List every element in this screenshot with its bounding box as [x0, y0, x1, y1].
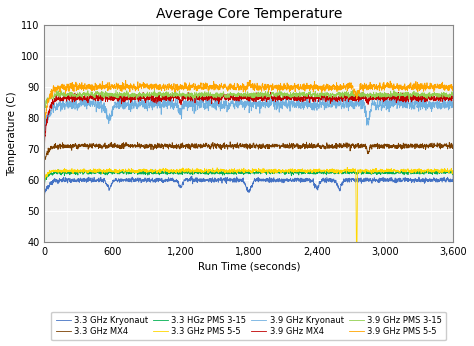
- 3.9 GHz PMS 3-15: [169, 93, 174, 98]
- 3.3 HGz PMS 3-15: [215, 167, 221, 171]
- 3.9 GHz PMS 5-5: [357, 82, 363, 86]
- 3.3 GHz MX4: [228, 140, 233, 144]
- 3.3 GHz Kryonaut: [169, 179, 174, 183]
- 3.3 GHz PMS 5-5: [357, 169, 363, 173]
- 3.9 GHz PMS 3-15: [91, 95, 97, 99]
- 3.3 HGz PMS 3-15: [357, 169, 363, 173]
- 3.3 HGz PMS 3-15: [324, 170, 330, 174]
- 3.3 HGz PMS 3-15: [90, 169, 96, 173]
- 3.3 HGz PMS 3-15: [91, 169, 96, 173]
- 3.9 GHz Kryonaut: [404, 94, 410, 98]
- 3.9 GHz PMS 5-5: [42, 121, 47, 125]
- 3.3 GHz PMS 5-5: [67, 168, 73, 172]
- 3.9 GHz Kryonaut: [67, 100, 73, 104]
- 3.9 GHz PMS 5-5: [90, 84, 96, 88]
- 3.3 GHz MX4: [324, 143, 330, 147]
- 3.9 GHz MX4: [42, 142, 47, 146]
- 3.9 GHz Kryonaut: [169, 105, 174, 109]
- Line: 3.9 GHz PMS 5-5: 3.9 GHz PMS 5-5: [45, 80, 453, 124]
- 3.3 GHz Kryonaut: [357, 178, 363, 182]
- 3.9 GHz Kryonaut: [42, 129, 47, 133]
- X-axis label: Run Time (seconds): Run Time (seconds): [198, 261, 300, 271]
- Line: 3.3 GHz PMS 5-5: 3.3 GHz PMS 5-5: [45, 167, 453, 280]
- 3.9 GHz Kryonaut: [91, 101, 97, 105]
- 3.9 GHz MX4: [169, 97, 174, 101]
- 3.3 GHz MX4: [67, 146, 73, 150]
- 3.9 GHz MX4: [90, 95, 96, 100]
- 3.9 GHz MX4: [91, 93, 96, 97]
- Y-axis label: Temperature (C): Temperature (C): [7, 91, 17, 176]
- 3.9 GHz MX4: [357, 97, 363, 101]
- 3.3 GHz Kryonaut: [42, 193, 47, 198]
- 3.9 GHz Kryonaut: [357, 101, 363, 105]
- 3.9 GHz Kryonaut: [42, 128, 47, 132]
- 3.9 GHz PMS 3-15: [90, 94, 96, 98]
- 3.9 GHz PMS 3-15: [450, 96, 456, 100]
- 3.3 GHz Kryonaut: [90, 180, 96, 184]
- 3.3 GHz MX4: [90, 142, 96, 146]
- 3.3 GHz PMS 5-5: [450, 170, 456, 174]
- 3.3 GHz MX4: [357, 144, 363, 148]
- 3.9 GHz PMS 5-5: [450, 83, 456, 87]
- 3.3 GHz Kryonaut: [450, 173, 456, 177]
- 3.9 GHz Kryonaut: [450, 101, 456, 106]
- 3.3 GHz Kryonaut: [91, 178, 96, 182]
- 3.3 HGz PMS 3-15: [67, 170, 73, 174]
- Line: 3.9 GHz PMS 3-15: 3.9 GHz PMS 3-15: [45, 90, 453, 109]
- 3.3 GHz PMS 5-5: [169, 169, 174, 173]
- Title: Average Core Temperature: Average Core Temperature: [155, 7, 342, 21]
- 3.9 GHz MX4: [450, 97, 456, 101]
- 3.9 GHz PMS 5-5: [169, 82, 174, 86]
- 3.9 GHz Kryonaut: [324, 103, 330, 107]
- Line: 3.9 GHz Kryonaut: 3.9 GHz Kryonaut: [45, 96, 453, 131]
- Line: 3.9 GHz MX4: 3.9 GHz MX4: [45, 91, 453, 144]
- 3.3 GHz PMS 5-5: [354, 278, 360, 282]
- 3.9 GHz PMS 5-5: [324, 87, 330, 91]
- Line: 3.3 GHz Kryonaut: 3.3 GHz Kryonaut: [45, 175, 453, 195]
- 3.9 GHz PMS 3-15: [42, 105, 47, 109]
- 3.3 GHz PMS 5-5: [42, 177, 47, 182]
- 3.3 GHz PMS 5-5: [324, 168, 330, 172]
- 3.9 GHz MX4: [173, 89, 179, 93]
- 3.3 GHz PMS 5-5: [91, 167, 96, 172]
- 3.3 HGz PMS 3-15: [450, 173, 456, 177]
- 3.9 GHz MX4: [324, 97, 330, 101]
- 3.9 GHz PMS 3-15: [324, 93, 330, 97]
- Line: 3.3 HGz PMS 3-15: 3.3 HGz PMS 3-15: [45, 169, 453, 185]
- 3.3 GHz MX4: [169, 144, 174, 148]
- 3.3 GHz MX4: [450, 146, 456, 150]
- 3.9 GHz PMS 5-5: [67, 82, 73, 86]
- 3.3 GHz PMS 5-5: [345, 165, 350, 170]
- 3.9 GHz PMS 3-15: [67, 90, 73, 94]
- 3.3 GHz Kryonaut: [67, 177, 73, 182]
- 3.9 GHz PMS 3-15: [42, 107, 47, 111]
- Legend: 3.3 GHz Kryonaut, 3.3 GHz MX4, 3.3 HGz PMS 3-15, 3.3 GHz PMS 5-5, 3.9 GHz Kryona: 3.3 GHz Kryonaut, 3.3 GHz MX4, 3.3 HGz P…: [52, 311, 446, 340]
- 3.3 GHz MX4: [42, 162, 47, 166]
- 3.9 GHz PMS 5-5: [123, 78, 128, 82]
- 3.3 GHz PMS 5-5: [90, 170, 96, 174]
- 3.9 GHz MX4: [67, 92, 73, 96]
- 3.9 GHz PMS 5-5: [42, 121, 47, 126]
- 3.3 HGz PMS 3-15: [42, 183, 47, 187]
- 3.3 GHz MX4: [91, 142, 96, 146]
- 3.9 GHz PMS 3-15: [113, 88, 119, 92]
- 3.3 HGz PMS 3-15: [169, 170, 174, 174]
- Line: 3.3 GHz MX4: 3.3 GHz MX4: [45, 142, 453, 164]
- 3.9 GHz PMS 3-15: [357, 93, 363, 98]
- 3.3 GHz Kryonaut: [324, 175, 330, 180]
- 3.9 GHz Kryonaut: [90, 98, 96, 102]
- 3.9 GHz PMS 5-5: [91, 88, 97, 92]
